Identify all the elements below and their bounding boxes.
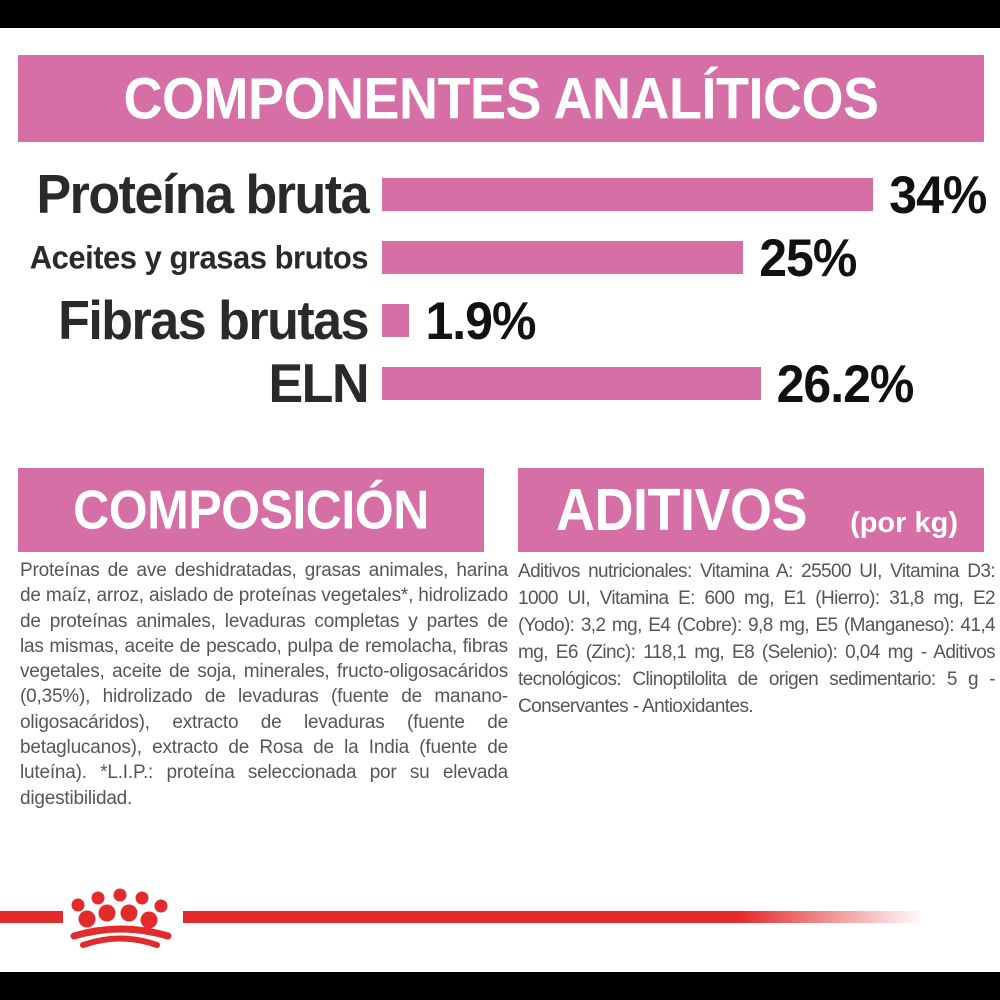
chart-bar-value: 26.2% <box>776 354 915 413</box>
chart-category-label: Proteína bruta <box>36 164 370 225</box>
chart-bar-value: 25% <box>759 228 857 287</box>
composition-title: COMPOSICIÓN <box>73 479 429 541</box>
chart-bar <box>382 304 410 337</box>
analytical-components-title: COMPONENTES ANALÍTICOS <box>123 66 879 131</box>
additives-unit-note: (por kg) <box>850 507 958 539</box>
chart-bar <box>382 178 874 211</box>
chart-row: Aceites y grasas brutos 25% <box>0 226 1000 289</box>
chart-bar <box>382 241 744 274</box>
chart-category-label: ELN <box>268 353 370 414</box>
royal-canin-crown-icon <box>70 888 172 948</box>
analytical-bar-chart: Proteína bruta 34% Aceites y grasas brutos… <box>0 163 1000 415</box>
chart-category-label: Aceites y grasas brutos <box>29 238 369 276</box>
composition-header: COMPOSICIÓN <box>18 468 484 552</box>
chart-bar <box>382 367 761 400</box>
analytical-components-header: COMPONENTES ANALÍTICOS <box>18 55 984 142</box>
chart-bar-value: 1.9% <box>425 291 536 350</box>
brand-divider-line-left <box>0 911 63 923</box>
composition-text: Proteínas de ave deshidratadas, grasas a… <box>20 560 508 809</box>
chart-row: Proteína bruta 34% <box>0 163 1000 226</box>
top-letterbox-bar <box>0 0 1000 28</box>
chart-bar-value: 34% <box>889 165 987 224</box>
additives-header: ADITIVOS (por kg) <box>518 468 984 552</box>
chart-row: Fibras brutas 1.9% <box>0 289 1000 352</box>
chart-row: ELN 26.2% <box>0 352 1000 415</box>
additives-text: Aditivos nutricionales: Vitamina A: 2550… <box>518 561 996 717</box>
additives-title: ADITIVOS <box>556 477 808 543</box>
bottom-letterbox-bar <box>0 972 1000 1000</box>
chart-category-label: Fibras brutas <box>58 290 369 351</box>
brand-divider-line-right <box>183 911 925 923</box>
